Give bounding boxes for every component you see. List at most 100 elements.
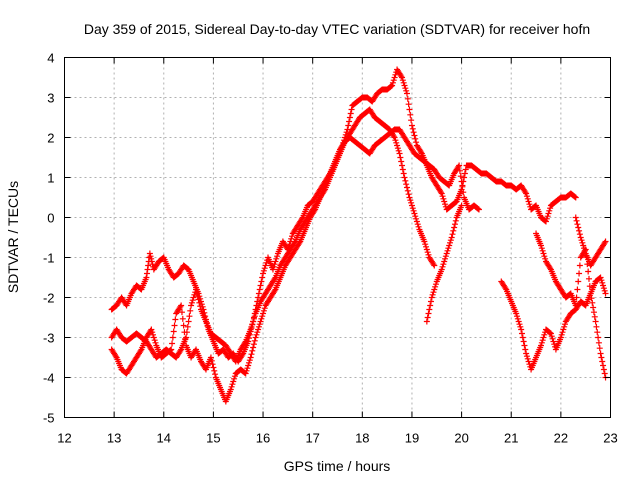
- data-point-plus: [255, 326, 262, 333]
- data-point-plus: [246, 357, 253, 364]
- data-point-plus: [513, 310, 520, 317]
- data-point-plus: [347, 110, 354, 117]
- data-point-plus: [585, 275, 592, 282]
- data-point-plus: [541, 331, 548, 338]
- data-point-plus: [423, 318, 430, 325]
- data-point-plus: [399, 77, 406, 84]
- data-point-plus: [458, 178, 465, 185]
- data-point-plus: [177, 303, 184, 310]
- data-point-plus: [440, 195, 447, 202]
- data-point-plus: [409, 125, 416, 132]
- data-point-plus: [404, 187, 411, 194]
- data-point-plus: [576, 270, 583, 277]
- data-point-plus: [403, 181, 410, 188]
- data-point-plus: [189, 297, 196, 304]
- data-point-plus: [459, 183, 466, 190]
- data-point-plus: [572, 214, 579, 221]
- data-point-plus: [544, 213, 551, 220]
- data-point-plus: [423, 246, 430, 253]
- data-point-plus: [438, 266, 445, 273]
- data-point-plus: [183, 329, 190, 336]
- data-point-plus: [439, 193, 446, 200]
- data-point-plus: [594, 329, 601, 336]
- y-tick-label: 3: [47, 91, 54, 106]
- x-axis-label: GPS time / hours: [284, 458, 391, 474]
- data-point-plus: [599, 358, 606, 365]
- data-point-plus: [178, 309, 185, 316]
- data-point-plus: [425, 310, 432, 317]
- data-point-plus: [519, 334, 526, 341]
- data-point-plus: [260, 267, 267, 274]
- data-point-plus: [193, 289, 200, 296]
- data-point-plus: [412, 135, 419, 142]
- data-point-plus: [399, 162, 406, 169]
- data-point-plus: [525, 358, 532, 365]
- data-point-plus: [402, 85, 409, 92]
- data-point-plus: [538, 242, 545, 249]
- data-point-plus: [426, 306, 433, 313]
- data-point-plus: [392, 137, 399, 144]
- data-point-plus: [514, 315, 521, 322]
- data-point-plus: [248, 323, 255, 330]
- data-point-plus: [431, 262, 438, 269]
- series-track-b: [108, 106, 438, 405]
- data-point-plus: [517, 323, 524, 330]
- data-point-plus: [574, 286, 581, 293]
- data-point-plus: [538, 245, 545, 252]
- data-point-plus: [520, 338, 527, 345]
- data-point-plus: [601, 239, 608, 246]
- data-point-plus: [245, 359, 252, 366]
- data-point-plus: [256, 321, 263, 328]
- data-point-plus: [407, 111, 414, 118]
- data-point-plus: [256, 286, 263, 293]
- x-tick-label: 16: [256, 431, 270, 446]
- data-point-plus: [261, 305, 268, 312]
- data-point-plus: [249, 321, 256, 328]
- data-point-plus: [345, 122, 352, 129]
- data-point-plus: [262, 262, 269, 269]
- data-point-plus: [523, 353, 530, 360]
- data-point-plus: [601, 370, 608, 377]
- x-tick-label: 15: [206, 431, 220, 446]
- data-point-plus: [255, 323, 262, 330]
- x-tick-label: 19: [405, 431, 419, 446]
- data-point-plus: [427, 302, 434, 309]
- data-point-plus: [543, 215, 550, 222]
- data-point-plus: [586, 283, 593, 290]
- data-point-plus: [250, 318, 257, 325]
- data-point-plus: [405, 191, 412, 198]
- data-point-plus: [348, 106, 355, 113]
- data-point-plus: [178, 302, 185, 309]
- data-point-plus: [590, 304, 597, 311]
- data-point-plus: [188, 299, 195, 306]
- data-point-plus: [150, 331, 157, 338]
- data-point-plus: [581, 245, 588, 252]
- data-point-plus: [180, 322, 187, 329]
- x-tick-label: 13: [107, 431, 121, 446]
- data-point-plus: [602, 290, 609, 297]
- data-point-plus: [475, 206, 482, 213]
- data-point-plus: [457, 173, 464, 180]
- data-point-plus: [239, 351, 246, 358]
- data-point-plus: [150, 334, 157, 341]
- data-point-plus: [271, 287, 278, 294]
- data-point-plus: [196, 299, 203, 306]
- series-track-e: [498, 274, 609, 373]
- data-point-plus: [251, 313, 258, 320]
- data-point-plus: [408, 199, 415, 206]
- data-point-plus: [427, 298, 434, 305]
- data-point-plus: [451, 221, 458, 228]
- data-point-plus: [514, 313, 521, 320]
- data-point-plus: [551, 341, 558, 348]
- data-point-plus: [540, 334, 547, 341]
- data-point-plus: [170, 328, 177, 335]
- data-point-plus: [596, 345, 603, 352]
- data-point-plus: [400, 170, 407, 177]
- data-point-plus: [247, 354, 254, 361]
- data-point-plus: [444, 247, 451, 254]
- data-point-plus: [403, 90, 410, 97]
- data-point-plus: [242, 370, 249, 377]
- data-point-plus: [549, 335, 556, 342]
- data-point-plus: [577, 234, 584, 241]
- y-tick-label: -2: [43, 291, 55, 306]
